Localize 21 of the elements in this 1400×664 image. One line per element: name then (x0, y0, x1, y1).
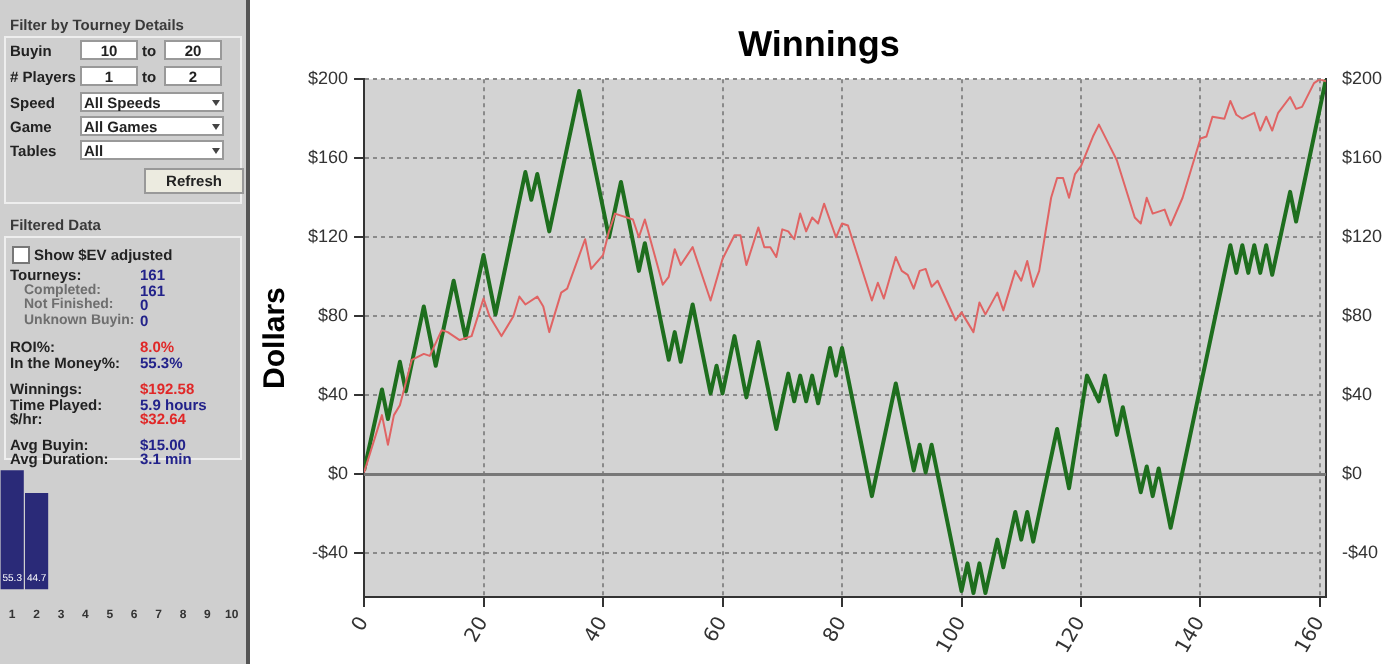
x-tick-label: 40 (580, 613, 613, 647)
y-tick-label: $80 (317, 305, 349, 326)
x-tick-label: 80 (819, 613, 852, 647)
y-tick-label: $0 (328, 463, 349, 484)
y-tick-label: $120 (307, 226, 349, 247)
y-tick-label: -$40 (312, 542, 349, 563)
y-tick-label: $40 (317, 384, 349, 405)
chart-title: Winnings (738, 23, 900, 64)
y-axis-title: Dollars (258, 287, 293, 389)
y-tick-label: $160 (307, 147, 349, 168)
x-tick-label: 60 (700, 613, 733, 647)
y2-tick-label: $120 (1341, 226, 1383, 247)
x-tick-label: 20 (461, 613, 494, 647)
y2-tick-label: $200 (1341, 68, 1383, 89)
y2-tick-label: -$40 (1341, 542, 1378, 563)
x-tick-label: 0 (348, 613, 374, 636)
y2-tick-label: $0 (1341, 463, 1362, 484)
y-tick-label: $200 (307, 68, 349, 89)
y2-tick-label: $80 (1341, 305, 1373, 326)
y2-tick-label: $40 (1341, 384, 1373, 405)
y2-tick-label: $160 (1341, 147, 1383, 168)
